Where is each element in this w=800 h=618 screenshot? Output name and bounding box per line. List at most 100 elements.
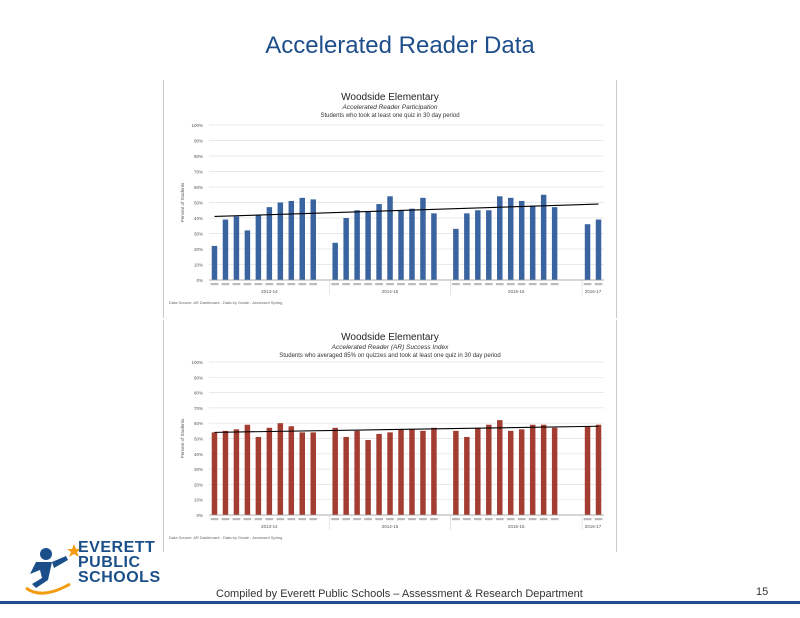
footer-credit: Compiled by Everett Public Schools – Ass… <box>216 588 583 600</box>
y-axis-label: Percent of Students <box>180 418 185 458</box>
bar <box>365 211 371 280</box>
x-tick-label <box>452 283 460 286</box>
x-tick-label <box>408 518 416 521</box>
bar <box>409 429 415 515</box>
group-label: 2014-15 <box>382 524 399 529</box>
x-tick-label <box>594 518 603 521</box>
bar <box>376 433 382 515</box>
data-source: Data Source: AR Dashboard - Data by Grad… <box>169 300 282 305</box>
x-tick-label <box>430 518 438 521</box>
x-tick-label <box>364 283 372 286</box>
x-tick-label <box>287 283 296 286</box>
data-source: Data Source: AR Dashboard - Data by Grad… <box>169 535 282 540</box>
x-tick-label <box>276 283 285 286</box>
bar <box>288 200 295 280</box>
y-tick-label: 70% <box>194 170 203 175</box>
bar <box>277 423 284 515</box>
x-tick-label <box>550 283 559 286</box>
x-tick-label <box>397 518 405 521</box>
x-tick-label <box>473 518 482 521</box>
bar <box>584 224 591 280</box>
x-tick-label <box>342 518 350 521</box>
participation-chart: Woodside Elementary Accelerated Reader Pa… <box>163 80 617 318</box>
group-label: 2015-16 <box>508 524 525 529</box>
x-tick-label <box>528 518 537 521</box>
bar <box>244 230 251 280</box>
group-label: 2015-16 <box>508 289 525 294</box>
x-tick-label <box>463 283 471 286</box>
bar <box>376 204 382 280</box>
everett-logo: EVERETT PUBLIC SCHOOLS <box>22 540 167 602</box>
bar <box>507 430 514 515</box>
x-tick-label <box>265 283 274 286</box>
bar <box>310 432 316 515</box>
x-tick-label <box>452 518 460 521</box>
bar <box>299 432 306 515</box>
chart-subtitle-2: Students who averaged 85% on quizzes and… <box>279 353 500 359</box>
slide-title: Accelerated Reader Data <box>265 32 535 59</box>
page-number: 15 <box>756 586 769 598</box>
x-tick-label <box>375 518 383 521</box>
bar <box>497 196 503 280</box>
bar <box>453 430 459 515</box>
chart-title: Woodside Elementary <box>341 92 439 103</box>
x-tick-label <box>265 518 274 521</box>
x-tick-label <box>583 518 592 521</box>
bar <box>584 426 591 515</box>
x-tick-label <box>342 283 350 286</box>
bar <box>387 432 393 515</box>
bar <box>255 436 262 515</box>
x-tick-label <box>276 518 285 521</box>
bar <box>354 430 360 515</box>
group-label: 2013-14 <box>261 289 278 294</box>
bar <box>343 218 349 280</box>
bar <box>475 210 481 280</box>
bar <box>211 245 218 280</box>
bar <box>266 427 273 515</box>
y-tick-label: 20% <box>194 247 203 252</box>
x-tick-label <box>232 518 241 521</box>
x-tick-label <box>506 283 515 286</box>
bar <box>486 424 492 515</box>
x-tick-label <box>473 283 482 286</box>
y-tick-label: 10% <box>194 263 203 268</box>
y-tick-label: 40% <box>194 216 203 221</box>
y-tick-label: 80% <box>194 391 203 396</box>
y-tick-label: 80% <box>194 154 203 159</box>
x-tick-label <box>583 283 592 286</box>
y-tick-label: 60% <box>194 185 203 190</box>
x-tick-label <box>221 283 230 286</box>
group-label: 2016-17 <box>585 524 602 529</box>
bar <box>277 202 284 280</box>
bar <box>420 197 426 280</box>
x-tick-label <box>210 283 219 286</box>
y-tick-label: 20% <box>194 482 203 487</box>
x-tick-label <box>539 518 548 521</box>
trend-line <box>214 203 599 217</box>
bar <box>365 440 371 515</box>
y-tick-label: 30% <box>194 467 203 472</box>
x-tick-label <box>364 518 372 521</box>
bar <box>453 228 459 280</box>
y-tick-label: 90% <box>194 375 203 380</box>
x-tick-label <box>210 518 219 521</box>
bar <box>222 430 229 515</box>
x-tick-label <box>254 283 263 286</box>
runner-icon <box>25 544 81 595</box>
bar <box>420 430 426 515</box>
x-tick-label <box>463 518 471 521</box>
bar <box>222 219 229 280</box>
x-tick-label <box>331 518 340 521</box>
y-tick-label: 100% <box>191 123 203 128</box>
group-label: 2014-15 <box>382 289 399 294</box>
x-tick-label <box>408 283 416 286</box>
footer-rule <box>0 601 800 604</box>
bar <box>431 213 437 280</box>
group-label: 2013-14 <box>261 524 278 529</box>
bar <box>398 210 404 280</box>
x-tick-label <box>386 283 394 286</box>
chart-title: Woodside Elementary <box>341 332 439 343</box>
logo-line-3: SCHOOLS <box>78 569 161 586</box>
